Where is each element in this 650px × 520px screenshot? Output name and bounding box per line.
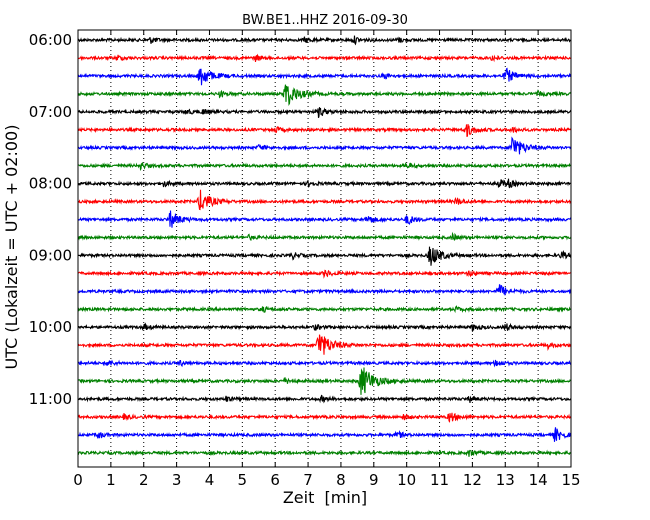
trace-series-1100 xyxy=(77,394,572,404)
trace-series-1000 xyxy=(77,322,572,332)
y-tick-label: 11:00 xyxy=(29,390,72,408)
trace-series-1115 xyxy=(77,412,572,423)
x-tick-label: 14 xyxy=(529,471,548,489)
trace-series-1045 xyxy=(77,367,572,395)
trace-series-0615 xyxy=(77,53,572,63)
x-tick-label: 0 xyxy=(73,471,83,489)
trace-series-0715 xyxy=(77,124,572,138)
trace-layer xyxy=(77,35,572,457)
x-tick-label: 6 xyxy=(270,471,280,489)
trace-series-0800 xyxy=(77,178,572,189)
x-tick-label: 13 xyxy=(496,471,515,489)
trace-series-0945 xyxy=(77,305,572,314)
y-tick-label: 10:00 xyxy=(29,318,72,336)
y-tick-label: 08:00 xyxy=(29,175,72,193)
trace-series-0930 xyxy=(77,284,572,296)
trace-series-0815 xyxy=(77,189,572,211)
y-axis-label: UTC (Lokalzeit = UTC + 02:00) xyxy=(2,125,21,370)
x-tick-label: 8 xyxy=(336,471,346,489)
trace-series-0900 xyxy=(77,246,572,266)
x-tick-label: 15 xyxy=(561,471,580,489)
trace-series-0845 xyxy=(77,231,572,241)
x-tick-label: 10 xyxy=(397,471,416,489)
x-tick-label: 5 xyxy=(238,471,248,489)
x-tick-label: 11 xyxy=(430,471,449,489)
trace-series-1015 xyxy=(77,334,572,355)
x-tick-label: 12 xyxy=(463,471,482,489)
x-tick-label: 4 xyxy=(205,471,215,489)
y-tick-label: 09:00 xyxy=(29,246,72,264)
x-axis-label: Zeit [min] xyxy=(283,488,367,507)
trace-series-1145 xyxy=(77,449,572,457)
tick-layer: 0 1 2 3 4 5 6 7 8 9 10 11 12 13 14 1506:0007:0008:0009:… xyxy=(29,30,581,489)
x-tick-label: 2 xyxy=(139,471,149,489)
trace-series-0630 xyxy=(77,67,572,86)
trace-series-0745 xyxy=(77,162,572,172)
trace-series-1130 xyxy=(77,427,572,442)
trace-series-0700 xyxy=(77,107,572,118)
trace-series-0915 xyxy=(77,269,572,279)
trace-series-0730 xyxy=(77,136,572,155)
y-tick-label: 07:00 xyxy=(29,103,72,121)
grid-layer xyxy=(110,30,539,467)
trace-series-0830 xyxy=(77,210,572,228)
trace-series-1030 xyxy=(77,359,572,368)
trace-series-0600 xyxy=(77,35,571,46)
x-tick-label: 9 xyxy=(369,471,379,489)
plot-frame xyxy=(77,29,572,468)
x-tick-label: 7 xyxy=(303,471,313,489)
x-tick-label: 3 xyxy=(172,471,182,489)
chart-title: BW.BE1..HHZ 2016-09-30 xyxy=(242,13,408,28)
trace-series-0645 xyxy=(77,84,572,107)
x-tick-label: 1 xyxy=(106,471,116,489)
y-tick-label: 06:00 xyxy=(29,31,72,49)
